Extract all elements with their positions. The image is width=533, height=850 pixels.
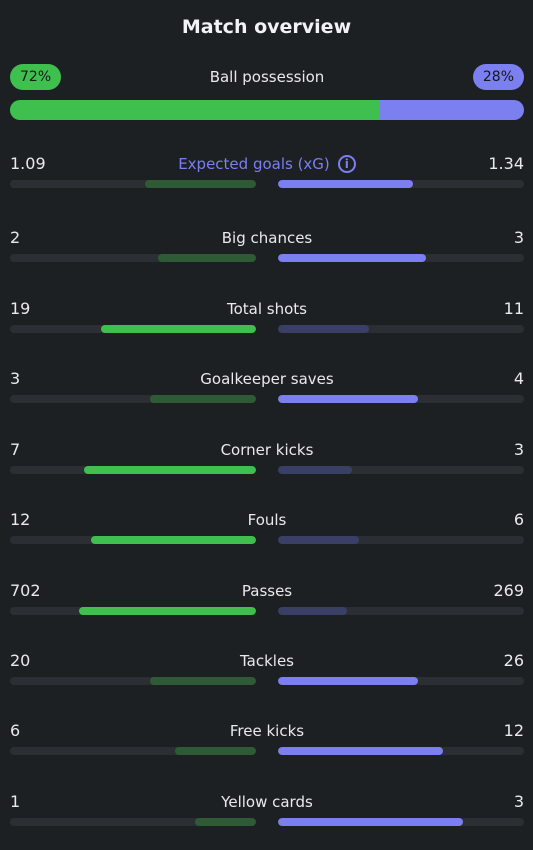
home-bar-fill [157,254,256,262]
stat-label-wrap: Free kicks [10,722,524,740]
stat-label: Tackles [239,652,295,670]
stat-row: 20 Tackles 26 [10,651,524,697]
stat-label-wrap: Fouls [10,511,524,529]
away-bar-fill [278,677,419,685]
away-value: 11 [503,299,524,318]
ball-possession: 72% Ball possession 28% [10,64,524,120]
away-value: 3 [513,440,524,459]
away-bar-track [278,254,524,262]
stat-label: Expected goals (xG) [178,155,330,173]
away-value: 6 [513,510,524,529]
home-bar-fill [174,747,256,755]
home-bar-track [10,466,256,474]
home-value: 12 [10,510,31,529]
away-possession-badge: 28% [472,64,524,90]
stat-label-wrap[interactable]: Expected goals (xG) i [10,155,524,173]
stat-row: 1 Yellow cards 3 [10,792,524,838]
away-bar-fill [278,325,370,333]
away-bar-fill [278,536,360,544]
away-bar-track [278,747,524,755]
home-value: 1 [10,792,21,811]
home-value: 702 [10,581,41,600]
possession-bar [10,100,524,120]
home-bar-fill [194,818,256,826]
home-bar-track [10,677,256,685]
away-bar-track [278,536,524,544]
stat-label: Total shots [227,300,307,318]
stat-label-wrap: Corner kicks [10,441,524,459]
stat-label-wrap: Tackles [10,652,524,670]
home-value: 6 [10,721,21,740]
possession-label: Ball possession [209,68,325,86]
away-bar-track [278,818,524,826]
stat-label-wrap: Big chances [10,229,524,247]
home-value: 1.09 [10,154,46,173]
home-value: 2 [10,228,21,247]
stat-label-wrap: Passes [10,582,524,600]
away-bar-track [278,395,524,403]
stat-label: Free kicks [229,722,305,740]
stat-row: 12 Fouls 6 [10,510,524,556]
away-bar-fill [278,747,443,755]
stat-label: Corner kicks [220,441,314,459]
away-value: 12 [503,721,524,740]
home-bar-track [10,180,256,188]
page-title: Match overview [181,16,352,38]
away-value: 4 [513,369,524,388]
away-bar-track [278,325,524,333]
home-bar-track [10,325,256,333]
stat-row: 6 Free kicks 12 [10,721,524,767]
stat-row: 2 Big chances 3 [10,228,524,274]
home-bar-fill [101,325,256,333]
stat-label: Big chances [221,229,313,247]
home-bar-fill [78,607,256,615]
stat-row: 19 Total shots 11 [10,299,524,345]
away-bar-track [278,677,524,685]
stat-row: 7 Corner kicks 3 [10,440,524,486]
home-possession-fill [10,100,381,120]
away-value: 1.34 [488,154,524,173]
away-bar-fill [278,818,463,826]
stat-label: Passes [241,582,293,600]
away-value: 26 [503,651,524,670]
home-value: 7 [10,440,21,459]
away-bar-fill [278,254,426,262]
home-bar-track [10,747,256,755]
stat-row: 3 Goalkeeper saves 4 [10,369,524,415]
away-bar-fill [278,466,352,474]
stat-label: Goalkeeper saves [200,370,334,388]
away-bar-track [278,180,524,188]
away-bar-fill [278,395,419,403]
stat-label-wrap: Goalkeeper saves [10,370,524,388]
away-possession-fill [380,100,524,120]
home-value: 20 [10,651,31,670]
stat-row: 702 Passes 269 [10,581,524,627]
home-value: 3 [10,369,21,388]
away-bar-fill [278,607,347,615]
home-possession-badge: 72% [10,64,62,90]
stat-label-wrap: Total shots [10,300,524,318]
home-value: 19 [10,299,31,318]
home-bar-fill [91,536,256,544]
home-bar-fill [145,180,256,188]
away-bar-track [278,466,524,474]
stat-label: Yellow cards [221,793,313,811]
home-bar-fill [150,677,256,685]
home-bar-track [10,818,256,826]
stat-label: Fouls [247,511,287,529]
away-bar-fill [278,180,414,188]
stat-row: 1.09 Expected goals (xG) i 1.34 [10,154,524,200]
home-bar-track [10,536,256,544]
away-value: 3 [513,228,524,247]
info-icon[interactable]: i [337,155,356,173]
home-bar-track [10,395,256,403]
stat-label-wrap: Yellow cards [10,793,524,811]
home-bar-fill [83,466,256,474]
away-value: 3 [513,792,524,811]
home-bar-track [10,607,256,615]
away-bar-track [278,607,524,615]
away-value: 269 [493,581,524,600]
home-bar-fill [150,395,256,403]
home-bar-track [10,254,256,262]
